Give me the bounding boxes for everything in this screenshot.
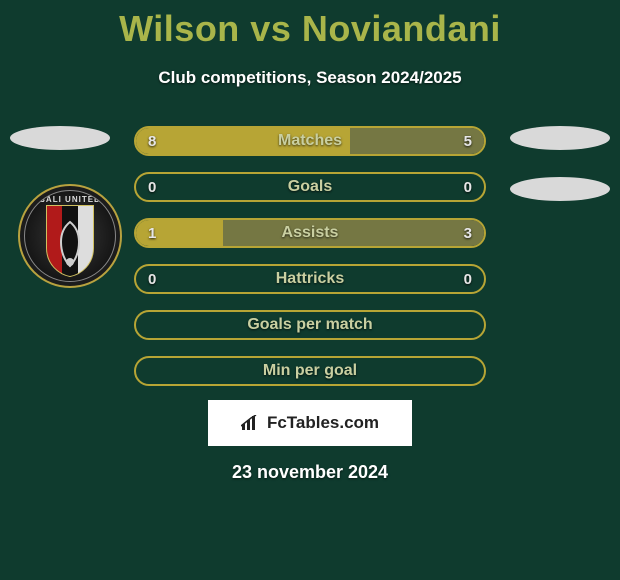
stat-value-right: 3 [464,225,472,242]
stat-label: Assists [136,220,484,246]
stat-label: Goals per match [136,312,484,338]
comparison-infographic: Wilson vs Noviandani Club competitions, … [0,0,620,580]
stat-row-goals: Goals0 0 [134,172,486,202]
player-left-placeholder [10,126,110,150]
date-label: 23 november 2024 [0,462,620,483]
player-right-placeholder [510,126,610,150]
stat-value-left: 8 [148,133,156,150]
stat-row-mpg: Min per goal [134,356,486,386]
stat-value-right: 0 [464,271,472,288]
stat-row-matches: Matches8 5 [134,126,486,156]
stat-value-left: 1 [148,225,156,242]
stat-label: Goals [136,174,484,200]
fctables-attribution: FcTables.com [208,400,412,446]
shield-icon [43,204,97,278]
page-title: Wilson vs Noviandani [0,0,620,50]
subtitle: Club competitions, Season 2024/2025 [0,68,620,88]
stat-value-left: 0 [148,179,156,196]
stat-row-hattricks: Hattricks0 0 [134,264,486,294]
stat-label: Matches [136,128,484,154]
fctables-label: FcTables.com [267,413,379,433]
club-badge: BALI UNITED [18,184,122,294]
stat-label: Hattricks [136,266,484,292]
stat-value-right: 0 [464,179,472,196]
stat-row-assists: Assists1 3 [134,218,486,248]
stat-value-right: 5 [464,133,472,150]
stat-label: Min per goal [136,358,484,384]
player-right-placeholder-2 [510,177,610,201]
stat-row-gpm: Goals per match [134,310,486,340]
bar-chart-icon [241,415,261,431]
badge-top-text: BALI UNITED [25,195,115,204]
stat-value-left: 0 [148,271,156,288]
